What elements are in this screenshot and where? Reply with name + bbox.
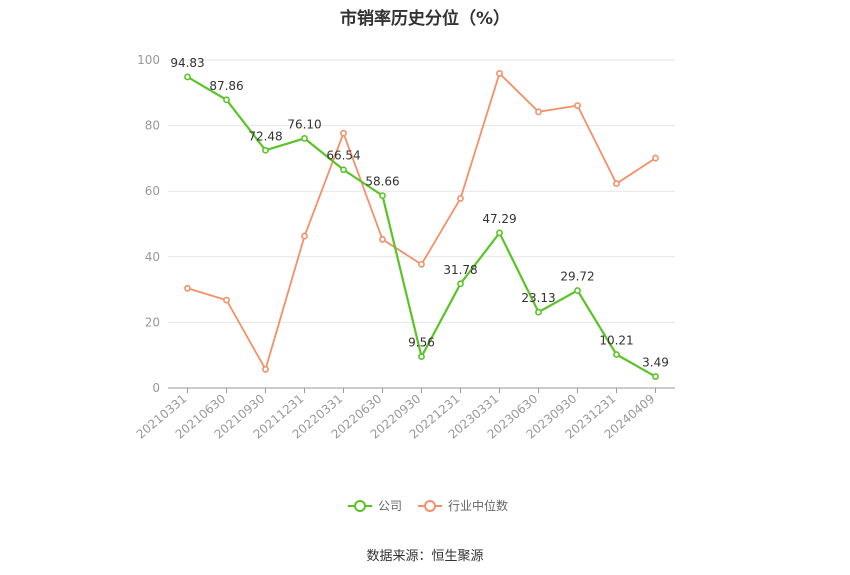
data-point (496, 229, 503, 237)
data-point (652, 373, 659, 380)
data-point (340, 129, 347, 137)
data-point (301, 134, 308, 142)
data-label: 87.86 (209, 79, 243, 93)
data-point (301, 232, 308, 240)
y-tick-label: 60 (145, 184, 160, 198)
y-tick-label: 100 (137, 53, 160, 67)
chart-title: 市销率历史分位（%） (339, 9, 511, 29)
data-label: 3.49 (642, 356, 669, 370)
legend-swatch-marker (354, 500, 366, 512)
data-label: 29.72 (560, 270, 594, 284)
data-point (574, 287, 581, 294)
data-label: 47.29 (482, 212, 516, 226)
data-label: 10.21 (599, 334, 633, 348)
data-label: 66.54 (326, 149, 360, 163)
data-point (574, 102, 581, 109)
data-label: 31.78 (443, 263, 477, 277)
data-label: 76.10 (287, 117, 321, 131)
data-point (379, 236, 386, 243)
data-point (535, 308, 542, 316)
legend-item-industry: 行业中位数 (448, 498, 508, 513)
data-label: 58.66 (365, 175, 399, 189)
data-point (379, 192, 386, 199)
data-point (262, 365, 269, 373)
data-point (418, 260, 425, 268)
data-label: 9.56 (408, 336, 435, 350)
y-tick-label: 40 (145, 250, 160, 264)
y-tick-label: 0 (152, 381, 160, 395)
data-label: 72.48 (248, 129, 282, 143)
data-point (496, 70, 503, 77)
data-point (184, 73, 191, 81)
data-source: 数据来源：恒生聚源 (366, 549, 484, 564)
data-point (535, 108, 542, 116)
data-point (223, 296, 230, 304)
data-label: 94.83 (170, 56, 204, 70)
data-point (457, 280, 464, 288)
data-label: 23.13 (521, 291, 555, 305)
legend-swatch-marker (424, 500, 436, 512)
data-point (613, 351, 620, 358)
data-point (652, 154, 659, 162)
data-point (340, 166, 347, 174)
data-point (418, 353, 425, 361)
data-point (184, 284, 191, 292)
legend-item-company: 公司 (378, 499, 402, 513)
series-line-industry (187, 71, 656, 372)
data-point (223, 96, 230, 104)
data-point (457, 195, 464, 202)
data-point (613, 180, 620, 188)
data-point (262, 146, 269, 154)
y-tick-label: 80 (145, 119, 160, 133)
y-tick-label: 20 (145, 315, 160, 329)
